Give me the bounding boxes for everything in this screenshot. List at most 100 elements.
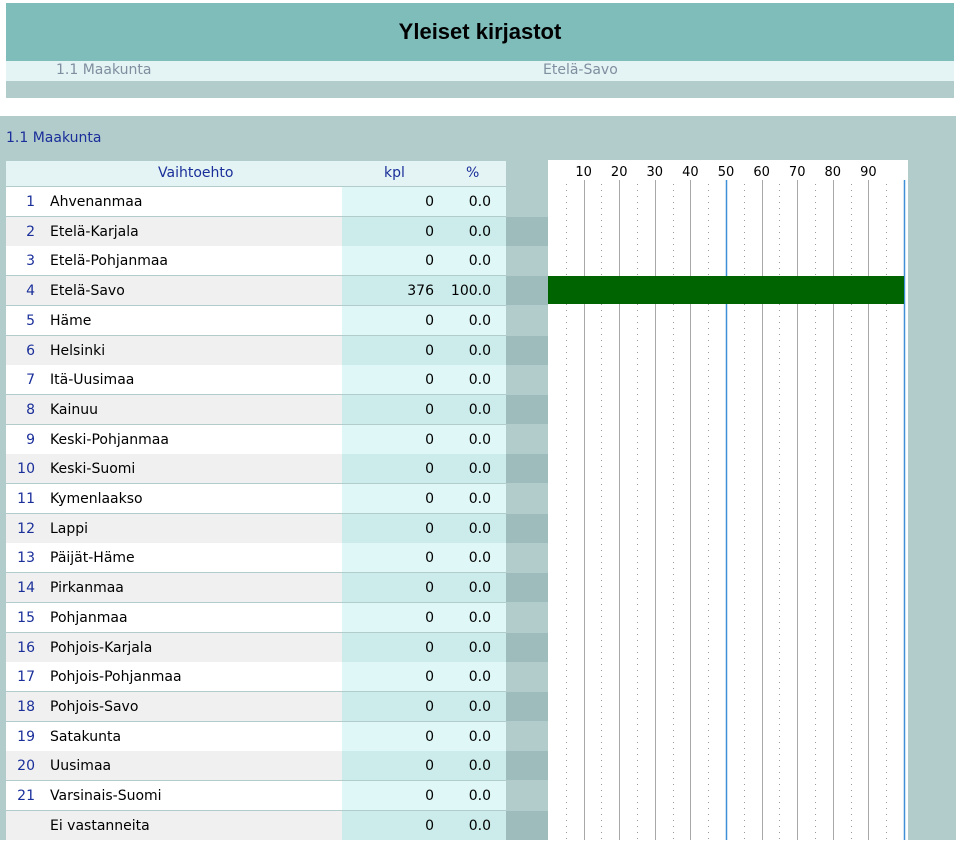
gap-cell <box>506 603 548 632</box>
row-percent: 0.0 <box>468 491 491 507</box>
table-cell <box>342 217 506 246</box>
table-cell <box>47 514 342 543</box>
row-percent: 100.0 <box>450 283 491 299</box>
table-cell <box>6 395 47 424</box>
row-number: 3 <box>26 253 35 269</box>
gap-cell <box>506 543 548 572</box>
page-title: Yleiset kirjastot <box>398 19 562 44</box>
gap-cell <box>506 781 548 810</box>
row-number: 8 <box>26 402 35 418</box>
gap-cell <box>506 246 548 275</box>
gap-cell <box>506 662 548 691</box>
row-label: Uusimaa <box>50 758 112 774</box>
row-count: 0 <box>425 550 434 566</box>
column-header: % <box>466 165 480 181</box>
table-cell <box>6 781 47 810</box>
table-cell <box>47 454 342 483</box>
row-count: 0 <box>425 372 434 388</box>
gap-cell <box>506 425 548 454</box>
gap-cell <box>506 217 548 246</box>
gap-cell <box>506 187 548 216</box>
table-cell <box>6 662 47 691</box>
table-cell <box>47 751 342 780</box>
gap-cell <box>506 454 548 483</box>
gap-cell <box>506 751 548 780</box>
column-header: kpl <box>384 165 405 181</box>
row-percent: 0.0 <box>468 610 491 626</box>
table-cell <box>47 395 342 424</box>
column-header: Vaihtoehto <box>158 165 234 181</box>
row-number: 1 <box>26 194 35 210</box>
table-cell <box>47 781 342 810</box>
row-count: 0 <box>425 521 434 537</box>
row-label: Keski-Pohjanmaa <box>50 432 169 448</box>
row-percent: 0.0 <box>468 313 491 329</box>
table-cell <box>342 811 506 840</box>
tick-label: 60 <box>753 165 770 180</box>
row-label: Keski-Suomi <box>50 461 136 477</box>
row-count: 0 <box>425 669 434 685</box>
row-number: 15 <box>17 610 35 626</box>
row-label: Ei vastanneita <box>50 818 150 834</box>
row-number: 21 <box>17 788 35 804</box>
row-label: Kainuu <box>50 402 99 418</box>
table-cell <box>6 484 47 513</box>
tick-label: 10 <box>575 165 592 180</box>
table-cell <box>6 692 47 721</box>
row-percent: 0.0 <box>468 432 491 448</box>
table-cell <box>342 662 506 691</box>
row-number: 18 <box>17 699 35 715</box>
subtitle-bar: 1.1 Maakunta Etelä-Savo <box>6 61 954 81</box>
table-cell <box>6 276 47 305</box>
row-label: Häme <box>50 313 92 329</box>
table-cell <box>6 187 47 216</box>
data-bar <box>548 276 904 304</box>
row-percent: 0.0 <box>468 640 491 656</box>
row-count: 0 <box>425 402 434 418</box>
table-cell <box>342 365 506 394</box>
row-count: 0 <box>425 788 434 804</box>
row-percent: 0.0 <box>468 699 491 715</box>
table-cell <box>342 543 506 572</box>
table-cell <box>47 603 342 632</box>
row-number: 10 <box>17 461 35 477</box>
table-cell <box>342 187 506 216</box>
table-cell <box>342 336 506 365</box>
row-number: 4 <box>26 283 35 299</box>
table-cell <box>342 395 506 424</box>
row-count: 0 <box>425 432 434 448</box>
gap-cell <box>506 306 548 335</box>
gap-cell <box>506 633 548 662</box>
row-number: 17 <box>17 669 35 685</box>
table-cell <box>47 425 342 454</box>
table-cell <box>47 336 342 365</box>
table-cell <box>6 633 47 662</box>
row-count: 0 <box>425 461 434 477</box>
table-cell <box>342 781 506 810</box>
row-label: Etelä-Savo <box>50 283 125 299</box>
table-cell <box>47 365 342 394</box>
table-cell <box>342 573 506 602</box>
row-count: 0 <box>425 640 434 656</box>
row-percent: 0.0 <box>468 550 491 566</box>
row-count: 0 <box>425 818 434 834</box>
table-cell <box>6 543 47 572</box>
gap-cell <box>506 395 548 424</box>
row-percent: 0.0 <box>468 224 491 240</box>
header-cell <box>6 161 47 186</box>
table-cell <box>47 187 342 216</box>
table-cell <box>6 573 47 602</box>
tick-label: 40 <box>682 165 699 180</box>
table-cell <box>342 692 506 721</box>
table-cell <box>47 811 342 840</box>
row-label: Pohjois-Karjala <box>50 640 153 656</box>
tick-label: 50 <box>718 165 735 180</box>
header-cell <box>342 161 506 186</box>
gap-cell <box>506 692 548 721</box>
chart-background <box>548 160 908 840</box>
row-label: Itä-Uusimaa <box>50 372 135 388</box>
subtitle-left: 1.1 Maakunta <box>56 62 152 78</box>
row-count: 0 <box>425 610 434 626</box>
table-cell <box>6 217 47 246</box>
